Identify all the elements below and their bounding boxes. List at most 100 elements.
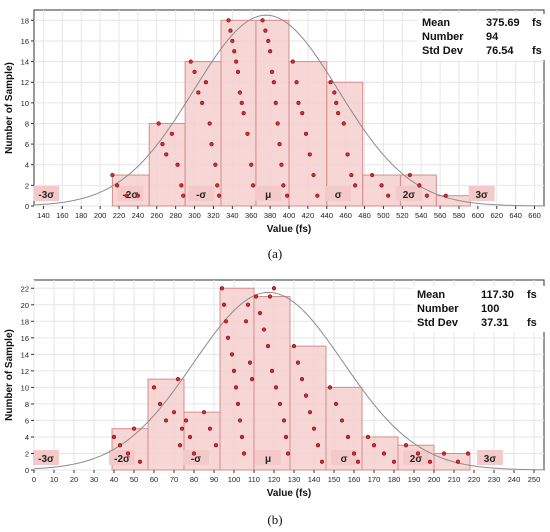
stat-value: 76.54 [486,45,514,57]
sample-point [241,111,246,116]
sample-point [296,100,301,105]
sample-point [263,28,268,33]
sample-point [403,443,409,448]
sigma-region-label: 2σ [403,450,429,465]
stat-value: 94 [486,31,499,43]
sample-point [285,451,291,456]
sample-point [283,434,289,440]
y-axis-label: Number of Sample) [4,329,15,421]
stat-value: 37.31 [481,317,509,329]
sample-point [177,443,183,448]
sample-point [131,426,137,431]
sigma-region-label: σ [331,450,357,465]
x-tick-label: 400 [283,211,296,220]
sample-point [125,451,131,456]
sample-point [269,69,275,74]
x-tick-label: 70 [170,475,178,484]
sample-point [171,410,177,415]
sigma-region-label: σ [325,186,352,201]
histogram-bar [184,61,222,207]
sigma-label-text: -3σ [38,190,54,201]
x-tick-label: 220 [468,475,481,484]
sample-point [307,152,312,157]
sample-point [179,426,185,431]
sample-point [291,343,297,349]
sigma-label-text: 3σ [484,454,497,465]
sample-point [260,18,265,23]
sample-point [232,49,237,54]
y-tick-label: 6 [25,140,29,149]
sample-point [201,410,207,415]
x-axis-label: Value (fs) [267,488,311,499]
sample-point [269,368,275,373]
sample-point [249,377,255,382]
x-tick-label: 500 [377,211,390,220]
sample-point [328,80,333,85]
sigma-region-label: 3σ [468,186,495,201]
sample-point [281,183,286,188]
stat-value: 100 [481,303,500,315]
sample-point [365,434,371,440]
sample-point [417,183,422,188]
sigma-label-text: -3σ [38,454,54,465]
sample-point [115,183,120,188]
sigma-label-bg [477,450,503,465]
sample-point [245,302,251,307]
sigma-label-text: -2σ [114,454,130,465]
x-tick-label: 220 [113,211,126,220]
x-tick-label: 580 [453,211,466,220]
y-tick-label: 2 [25,449,29,458]
sample-point [381,451,387,456]
sigma-region-label: -σ [183,450,209,465]
sample-point [217,193,222,198]
x-tick-label: 520 [396,211,409,220]
sigma-label-text: -σ [196,190,206,201]
sigma-label-text: -2σ [122,190,138,201]
stats-box-a: Mean 375.69 fs Number 94 Std Dev 76.54 fs [418,14,550,60]
x-tick-label: 60 [150,475,158,484]
sample-point [443,193,448,198]
sample-point [370,172,375,178]
sigma-label-bg [33,450,59,465]
sample-point [181,193,186,198]
sample-point [332,90,337,95]
sample-point [219,286,225,291]
x-tick-label: 240 [508,475,521,484]
sample-point [266,38,271,44]
sample-point [192,69,197,74]
sigma-region-label: -3σ [33,186,60,201]
sample-point [273,100,278,105]
x-tick-label: 140 [308,475,321,484]
x-tick-label: 170 [368,475,381,484]
y-tick-label: 4 [25,433,29,442]
sample-point [327,385,333,390]
sample-point [273,385,279,390]
sample-point [339,418,345,423]
x-tick-label: 620 [491,211,504,220]
sample-point [235,401,241,407]
caption-a: (a) [267,246,283,261]
sample-point [386,193,391,198]
sample-point [231,368,237,373]
histogram-bar [361,436,399,471]
x-tick-label: 200 [94,211,107,220]
x-tick-label: 140 [37,211,50,220]
sigma-label-bg [255,186,282,201]
y-tick-label: 22 [21,284,29,293]
sample-point [235,69,241,74]
sample-point [345,152,350,157]
sample-point [427,459,433,464]
stat-key: Std Dev [417,317,458,329]
sample-point [391,459,397,464]
stat-key: Mean [417,289,446,301]
stat-value: 375.69 [486,17,520,29]
y-tick-label: 0 [25,466,29,475]
sample-point [135,193,140,198]
sample-point [117,443,123,448]
sample-point [230,38,235,44]
sample-point [294,80,299,85]
x-tick-label: 100 [228,475,241,484]
x-tick-label: 210 [448,475,461,484]
sample-point [315,193,320,198]
sigma-label-text: μ [265,190,271,201]
